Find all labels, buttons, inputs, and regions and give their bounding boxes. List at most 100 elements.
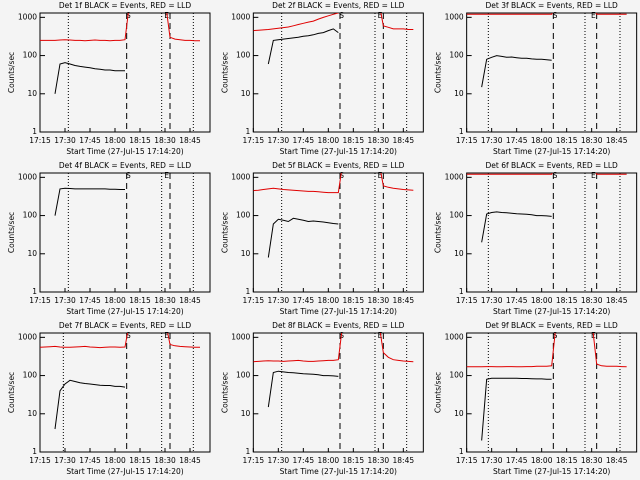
x-tick-label: 18:30 — [581, 296, 603, 305]
x-tick-label: 18:00 — [318, 136, 340, 145]
x-tick-label: 18:15 — [129, 456, 151, 465]
y-tick-label: 1 — [32, 287, 37, 296]
series-line — [253, 173, 414, 194]
y-tick-label: 100 — [23, 211, 38, 220]
y-tick-label: 1000 — [18, 12, 37, 21]
x-tick-label: 17:45 — [293, 296, 315, 305]
chart-title: Det 1f BLACK = Events, RED = LLD — [59, 1, 192, 10]
x-tick-label: 17:30 — [481, 456, 503, 465]
x-tick-label: 17:45 — [79, 456, 101, 465]
y-axis-label: Counts/sec — [434, 52, 443, 93]
y-axis-label: Counts/sec — [220, 52, 229, 93]
x-tick-label: 18:45 — [393, 136, 415, 145]
x-tick-label: 18:45 — [606, 456, 628, 465]
annotation: E — [378, 331, 383, 340]
x-tick-label: 17:45 — [293, 456, 315, 465]
x-tick-label: 17:15 — [29, 136, 51, 145]
x-tick-label: 18:00 — [104, 136, 126, 145]
x-axis-label: Start Time (27-Jul-15 17:14:20) — [493, 147, 610, 156]
y-axis-label: Counts/sec — [434, 212, 443, 253]
x-axis-label: Start Time (27-Jul-15 17:14:20) — [66, 147, 183, 156]
x-axis-label: Start Time (27-Jul-15 17:14:20) — [66, 307, 183, 316]
y-axis-label: Counts/sec — [434, 372, 443, 413]
annotation: E — [591, 171, 596, 180]
y-tick-label: 100 — [23, 51, 38, 60]
chart-title: Det 5f BLACK = Events, RED = LLD — [272, 161, 405, 170]
y-tick-label: 10 — [454, 249, 464, 258]
series-line — [466, 173, 627, 175]
x-tick-label: 18:30 — [154, 136, 176, 145]
x-tick-label: 18:15 — [556, 136, 578, 145]
chart-title: Det 9f BLACK = Events, RED = LLD — [486, 321, 619, 330]
x-tick-label: 17:15 — [29, 456, 51, 465]
x-tick-label: 18:15 — [129, 136, 151, 145]
x-axis-label: Start Time (27-Jul-15 17:14:20) — [493, 307, 610, 316]
series-line — [54, 62, 125, 94]
y-tick-label: 100 — [236, 211, 251, 220]
x-tick-label: 17:15 — [29, 296, 51, 305]
x-tick-label: 18:30 — [368, 456, 390, 465]
x-tick-label: 18:30 — [581, 456, 603, 465]
x-tick-label: 17:45 — [506, 136, 528, 145]
x-tick-label: 17:15 — [456, 296, 478, 305]
y-axis-label: Counts/sec — [220, 372, 229, 413]
panel: Det 4f BLACK = Events, RED = LLD Start Ti… — [7, 161, 211, 316]
x-tick-label: 17:15 — [456, 456, 478, 465]
annotation: E — [164, 171, 169, 180]
annotation: E — [378, 171, 383, 180]
x-tick-label: 17:30 — [481, 136, 503, 145]
x-tick-label: 18:30 — [368, 296, 390, 305]
x-tick-label: 17:45 — [293, 136, 315, 145]
y-tick-label: 10 — [454, 409, 464, 418]
panel: Det 7f BLACK = Events, RED = LLD Start Ti… — [7, 321, 211, 476]
plot-frame — [252, 172, 424, 293]
x-tick-label: 18:45 — [393, 456, 415, 465]
annotation: E — [591, 11, 596, 20]
x-tick-label: 18:45 — [179, 136, 201, 145]
plot-frame — [39, 12, 211, 133]
y-tick-label: 10 — [27, 249, 37, 258]
x-tick-label: 18:45 — [393, 296, 415, 305]
plot-frame — [466, 172, 638, 293]
chart-title: Det 6f BLACK = Events, RED = LLD — [486, 161, 619, 170]
x-tick-label: 17:30 — [54, 136, 76, 145]
series-line — [267, 370, 339, 408]
x-tick-label: 18:15 — [556, 296, 578, 305]
x-tick-label: 18:00 — [318, 296, 340, 305]
chart-title: Det 2f BLACK = Events, RED = LLD — [272, 1, 405, 10]
x-tick-label: 18:15 — [556, 456, 578, 465]
y-axis-label: Counts/sec — [220, 212, 229, 253]
x-tick-label: 18:00 — [531, 296, 553, 305]
y-tick-label: 1000 — [231, 172, 250, 181]
x-tick-label: 17:45 — [506, 456, 528, 465]
y-tick-label: 100 — [23, 371, 38, 380]
x-axis-label: Start Time (27-Jul-15 17:14:20) — [280, 147, 397, 156]
series-line — [481, 211, 552, 243]
x-tick-label: 18:45 — [179, 456, 201, 465]
y-tick-label: 1000 — [231, 12, 250, 21]
chart-title: Det 4f BLACK = Events, RED = LLD — [59, 161, 192, 170]
y-tick-label: 1 — [459, 447, 464, 456]
x-tick-label: 17:30 — [54, 296, 76, 305]
panel: Det 2f BLACK = Events, RED = LLD Start Ti… — [220, 1, 424, 156]
y-tick-label: 1000 — [18, 332, 37, 341]
panel: Det 9f BLACK = Events, RED = LLD Start Ti… — [434, 321, 638, 476]
y-tick-label: 1000 — [231, 332, 250, 341]
x-tick-label: 18:15 — [343, 136, 365, 145]
annotation: E — [164, 331, 169, 340]
y-tick-label: 1 — [459, 127, 464, 136]
series-line — [54, 187, 125, 216]
x-tick-label: 17:45 — [506, 296, 528, 305]
series-line — [40, 13, 200, 42]
x-tick-label: 18:30 — [154, 296, 176, 305]
x-tick-label: 17:30 — [268, 456, 290, 465]
series-line — [253, 333, 414, 363]
x-tick-label: 18:00 — [104, 456, 126, 465]
panel: Det 6f BLACK = Events, RED = LLD Start Ti… — [434, 161, 638, 316]
plot-frame — [39, 332, 211, 453]
y-tick-label: 1 — [246, 287, 251, 296]
y-tick-label: 10 — [454, 89, 464, 98]
annotation: E — [378, 11, 383, 20]
x-tick-label: 17:15 — [243, 296, 265, 305]
